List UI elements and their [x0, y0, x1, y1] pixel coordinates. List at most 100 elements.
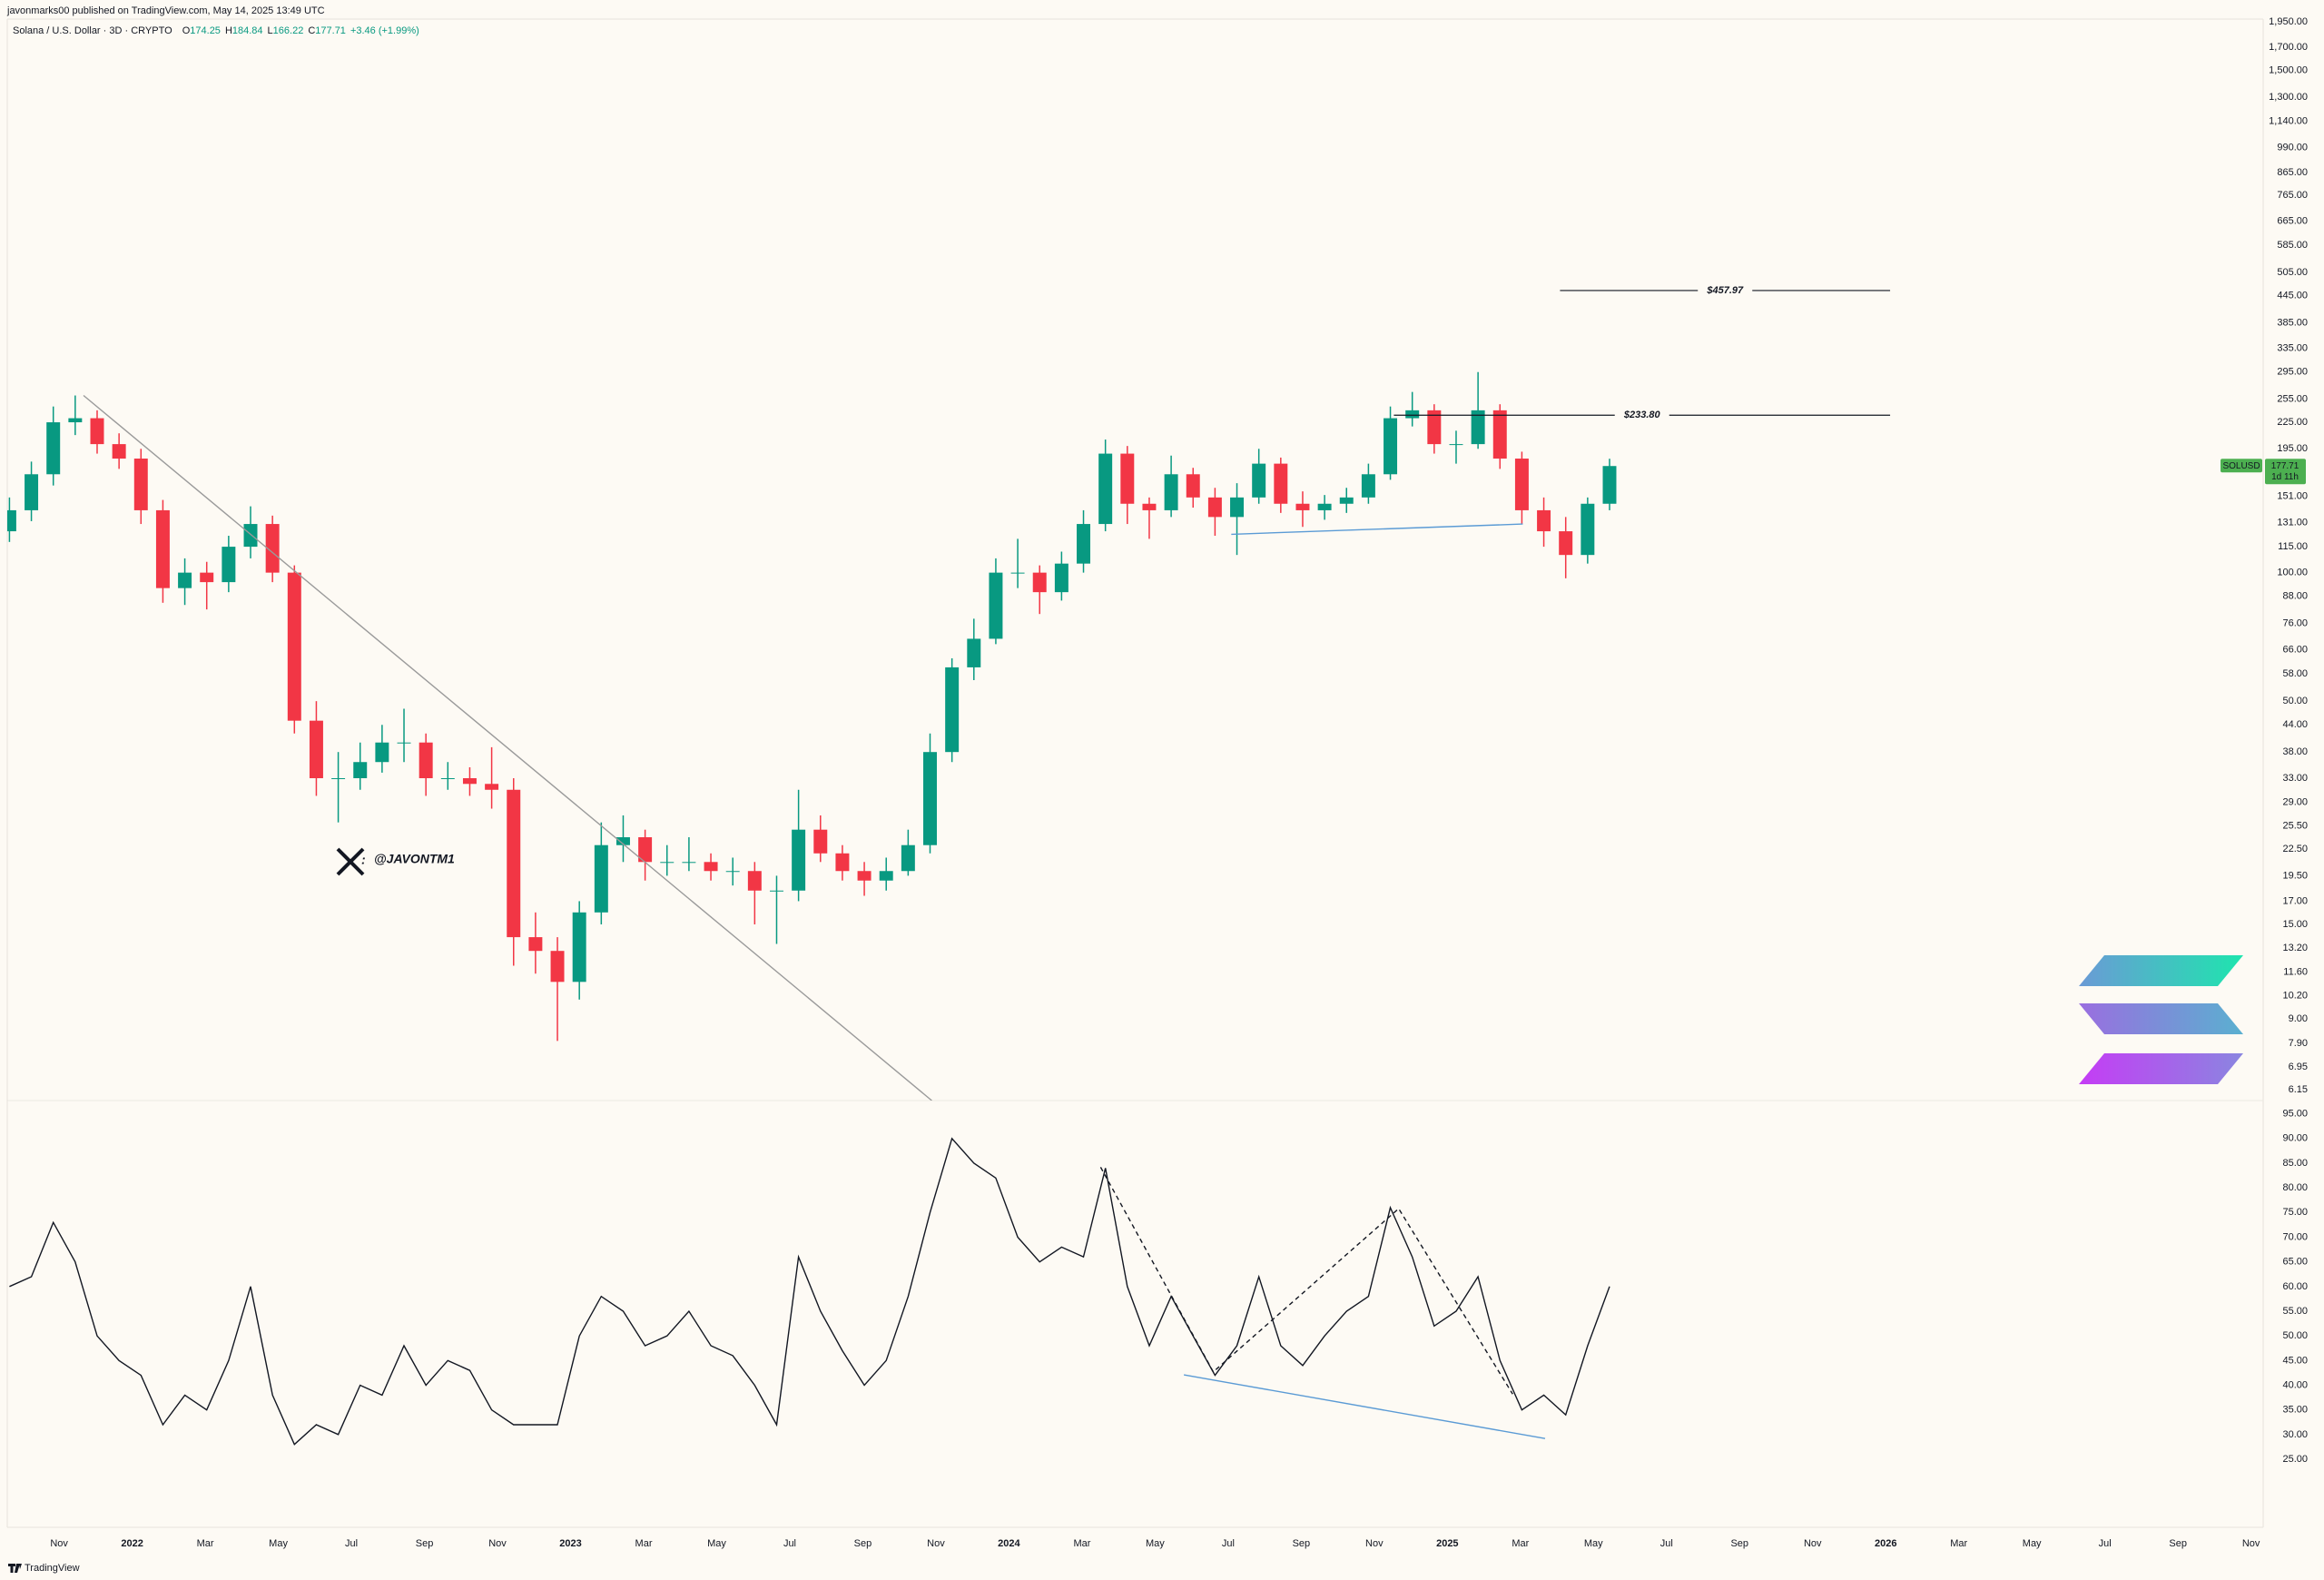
y-tick-label: 295.00 — [2277, 367, 2308, 378]
x-tick-label: Mar — [1512, 1538, 1529, 1549]
candle-body — [68, 418, 83, 423]
y-tick-label: 35.00 — [2282, 1405, 2308, 1416]
price-tag-countdown: 1d 11h — [2271, 472, 2299, 482]
x-logo — [336, 847, 365, 876]
x-tick-label: Mar — [635, 1538, 653, 1549]
y-tick-label: 22.50 — [2282, 844, 2308, 854]
candle-body — [945, 667, 960, 753]
brand: TradingView — [25, 1563, 80, 1574]
candle-body — [200, 572, 214, 583]
y-tick-label: 1,140.00 — [2269, 116, 2308, 127]
candle-body — [46, 422, 61, 475]
candle-body — [660, 862, 675, 864]
y-tick-label: 38.00 — [2282, 746, 2308, 757]
x-tick-label: Nov — [927, 1538, 945, 1549]
candle-body — [638, 837, 653, 863]
y-tick-label: 70.00 — [2282, 1231, 2308, 1242]
legend-value: 184.84 — [232, 25, 263, 36]
candle-body — [1186, 474, 1200, 498]
candle-body — [1098, 453, 1113, 525]
candle-body — [989, 572, 1003, 639]
level-label-bg — [1698, 282, 1753, 298]
candle-body — [682, 862, 696, 864]
x-tick-label: 2026 — [1875, 1538, 1896, 1549]
y-tick-label: 65.00 — [2282, 1257, 2308, 1268]
candle-body — [1449, 444, 1463, 446]
trendline — [1099, 1167, 1513, 1395]
x-tick-label: Sep — [2169, 1538, 2187, 1549]
candle-body — [725, 871, 740, 873]
candle-body — [331, 777, 346, 779]
x-tick-label: Jul — [783, 1538, 796, 1549]
candle-body — [967, 638, 981, 667]
candle-body — [375, 742, 389, 763]
publisher: javonmarks00 published on TradingView.co… — [6, 5, 325, 16]
x-tick-label: May — [707, 1538, 726, 1549]
y-tick-label: 55.00 — [2282, 1306, 2308, 1317]
x-tick-label: Sep — [854, 1538, 872, 1549]
candle-body — [792, 829, 806, 891]
x-tick-label: May — [1584, 1538, 1603, 1549]
candle-body — [1492, 410, 1507, 459]
x-tick-label: May — [2023, 1538, 2042, 1549]
x-tick-label: Nov — [2242, 1538, 2260, 1549]
candle-body — [615, 837, 630, 845]
x-tick-label: Jul — [345, 1538, 358, 1549]
legend-key: L — [268, 25, 273, 36]
y-tick-label: 33.00 — [2282, 773, 2308, 784]
x-tick-label: Jul — [2099, 1538, 2112, 1549]
x-tick-label: Mar — [197, 1538, 214, 1549]
candle-body — [857, 871, 872, 881]
x-tick-label: 2025 — [1436, 1538, 1458, 1549]
logo-bar — [2079, 955, 2243, 986]
price-tag-value: 177.71 — [2271, 461, 2299, 471]
y-tick-label: 151.00 — [2277, 490, 2308, 501]
candle-body — [1274, 463, 1288, 504]
y-tick-label: 25.50 — [2282, 821, 2308, 832]
y-tick-label: 30.00 — [2282, 1429, 2308, 1440]
y-tick-label: 865.00 — [2277, 167, 2308, 178]
candle-body — [1384, 418, 1398, 475]
y-tick-label: 115.00 — [2278, 541, 2308, 552]
x-tick-label: Jul — [1222, 1538, 1235, 1549]
candle-body — [419, 742, 433, 778]
candle-body — [835, 853, 850, 872]
candle-body — [1471, 410, 1485, 445]
trendline — [1231, 523, 1523, 536]
candle-body — [1602, 466, 1617, 504]
y-tick-label: 75.00 — [2282, 1207, 2308, 1218]
solana-logo — [2079, 955, 2243, 1084]
x-tick-label: May — [269, 1538, 288, 1549]
y-tick-label: 11.60 — [2283, 966, 2308, 977]
candle-body — [879, 871, 893, 881]
candle-body — [178, 572, 192, 588]
y-tick-label: 1,700.00 — [2269, 42, 2308, 53]
y-tick-label: 1,300.00 — [2269, 92, 2308, 103]
y-tick-label: 1,500.00 — [2269, 65, 2308, 76]
legend-value: 166.22 — [273, 25, 304, 36]
x-tick-label: 2023 — [559, 1538, 581, 1549]
x-tick-label: Sep — [1730, 1538, 1748, 1549]
x-tick-label: Sep — [1293, 1538, 1311, 1549]
y-tick-label: 385.00 — [2277, 317, 2308, 328]
candle-body — [1361, 474, 1375, 498]
y-tick-label: 100.00 — [2277, 568, 2308, 578]
y-tick-label: 44.00 — [2282, 719, 2308, 730]
candle-body — [1317, 503, 1332, 510]
y-tick-label: 88.00 — [2282, 591, 2308, 602]
candle-body — [287, 572, 301, 721]
y-tick-label: 95.00 — [2282, 1109, 2308, 1120]
y-tick-label: 445.00 — [2277, 291, 2308, 301]
candle-body — [1427, 410, 1442, 445]
candle-body — [90, 418, 104, 445]
x-tick-label: Sep — [416, 1538, 434, 1549]
candle-body — [25, 474, 39, 510]
y-tick-label: 85.00 — [2282, 1158, 2308, 1169]
candle-body — [485, 784, 499, 790]
x-tick-label: May — [1146, 1538, 1165, 1549]
y-tick-label: 80.00 — [2282, 1182, 2308, 1193]
price-tag-bg — [2265, 459, 2306, 485]
y-tick-label: 29.00 — [2282, 796, 2308, 807]
y-tick-label: 40.00 — [2282, 1379, 2308, 1390]
